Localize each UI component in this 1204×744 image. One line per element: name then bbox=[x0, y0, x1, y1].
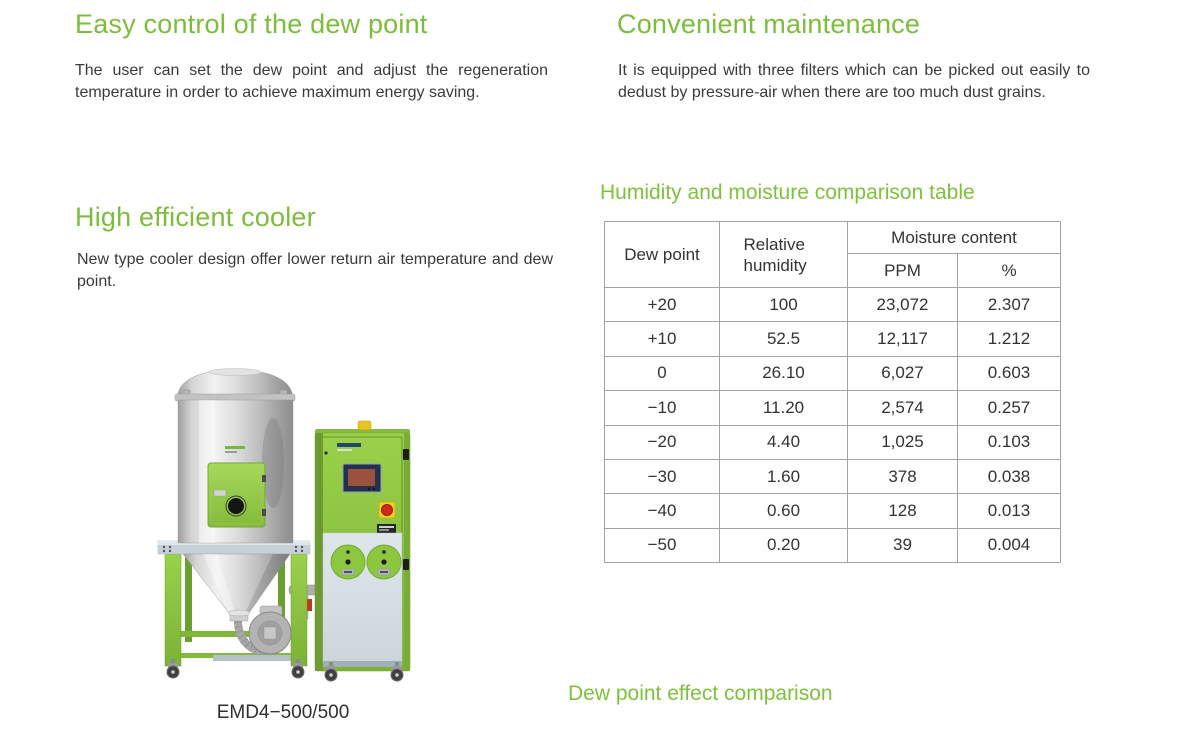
emergency-stop-button bbox=[378, 501, 396, 519]
dew-point-effect-heading: Dew point effect comparison bbox=[568, 682, 833, 705]
col-header-ppm: PPM bbox=[847, 253, 958, 288]
cell-rh: 52.5 bbox=[719, 321, 848, 357]
table-row: −40 0.60 128 0.013 bbox=[604, 493, 1061, 529]
control-display bbox=[342, 463, 382, 493]
cell-ppm: 6,027 bbox=[847, 355, 958, 392]
cell-ppm: 2,574 bbox=[847, 390, 958, 426]
cell-dew-point: 0 bbox=[604, 355, 720, 392]
filter-knob-left bbox=[330, 544, 366, 580]
humidity-table: Dew point Relative humidity Moisture con… bbox=[604, 221, 1061, 564]
blower-unit bbox=[234, 605, 292, 655]
table-row: −30 1.60 378 0.038 bbox=[604, 458, 1061, 495]
cell-dew-point: −20 bbox=[604, 424, 720, 460]
filter-knob-right bbox=[366, 544, 402, 580]
cell-ppm: 1,025 bbox=[847, 424, 958, 460]
humidity-table-title: Humidity and moisture comparison table bbox=[600, 181, 975, 204]
cell-percent: 0.257 bbox=[957, 390, 1061, 426]
cabinet-top-cap bbox=[357, 420, 372, 431]
col-header-moisture-content: Moisture content bbox=[847, 221, 1061, 254]
cell-ppm: 378 bbox=[847, 458, 958, 495]
cell-percent: 1.212 bbox=[957, 321, 1061, 357]
col-header-dew-point: Dew point bbox=[604, 221, 720, 288]
section-body-convenient-maintenance: It is equipped with three filters which … bbox=[618, 62, 1090, 101]
cell-percent: 0.038 bbox=[957, 458, 1061, 495]
section-title-high-efficient-cooler: High efficient cooler bbox=[75, 202, 316, 232]
cabinet-hinge bbox=[403, 449, 409, 460]
cell-dew-point: −10 bbox=[604, 390, 720, 426]
hopper-sight-port bbox=[228, 498, 244, 514]
section-body-easy-control: The user can set the dew point and adjus… bbox=[75, 62, 548, 101]
col-header-relative-humidity: Relative humidity bbox=[719, 221, 848, 288]
cell-dew-point: −50 bbox=[604, 527, 720, 564]
cell-ppm: 12,117 bbox=[847, 321, 958, 357]
hopper-access-door bbox=[207, 462, 266, 528]
cell-percent: 0.004 bbox=[957, 527, 1061, 564]
cell-percent: 2.307 bbox=[957, 286, 1061, 323]
table-row: −20 4.40 1,025 0.103 bbox=[604, 424, 1061, 460]
table-row: −50 0.20 39 0.004 bbox=[604, 527, 1061, 564]
cell-rh: 26.10 bbox=[719, 355, 848, 392]
cell-percent: 0.103 bbox=[957, 424, 1061, 460]
cell-dew-point: −30 bbox=[604, 458, 720, 495]
cell-ppm: 39 bbox=[847, 527, 958, 564]
product-image bbox=[157, 368, 411, 682]
cell-dew-point: −40 bbox=[604, 493, 720, 529]
hopper-cone bbox=[182, 553, 291, 622]
table-row: −10 11.20 2,574 0.257 bbox=[604, 390, 1061, 426]
cabinet-logo bbox=[337, 443, 361, 447]
cell-percent: 0.603 bbox=[957, 355, 1061, 392]
cell-dew-point: +10 bbox=[604, 321, 720, 357]
cell-rh: 0.20 bbox=[719, 527, 848, 564]
hopper-logo bbox=[225, 446, 245, 449]
section-title-easy-control: Easy control of the dew point bbox=[75, 9, 428, 39]
cell-ppm: 23,072 bbox=[847, 286, 958, 323]
table-row: 0 26.10 6,027 0.603 bbox=[604, 355, 1061, 392]
table-row: +20 100 23,072 2.307 bbox=[604, 286, 1061, 323]
product-caption: EMD4−500/500 bbox=[216, 702, 350, 723]
cell-rh: 0.60 bbox=[719, 493, 848, 529]
cabinet-hinge bbox=[403, 559, 409, 570]
cell-rh: 4.40 bbox=[719, 424, 848, 460]
control-cabinet bbox=[314, 420, 411, 672]
cell-rh: 100 bbox=[719, 286, 848, 323]
cell-rh: 1.60 bbox=[719, 458, 848, 495]
cell-rh: 11.20 bbox=[719, 390, 848, 426]
cell-dew-point: +20 bbox=[604, 286, 720, 323]
section-body-high-efficient-cooler: New type cooler design offer lower retur… bbox=[77, 251, 553, 290]
col-header-percent: % bbox=[957, 253, 1061, 288]
cell-percent: 0.013 bbox=[957, 493, 1061, 529]
cell-ppm: 128 bbox=[847, 493, 958, 529]
drying-hopper bbox=[174, 368, 296, 544]
table-row: +10 52.5 12,117 1.212 bbox=[604, 321, 1061, 357]
section-title-convenient-maintenance: Convenient maintenance bbox=[617, 9, 921, 39]
cabinet-label bbox=[377, 524, 396, 533]
